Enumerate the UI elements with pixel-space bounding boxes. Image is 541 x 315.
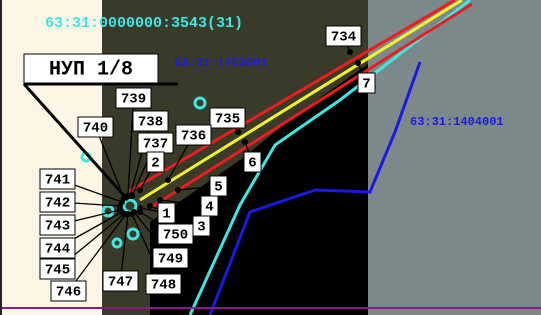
point-label: 6 <box>248 156 256 172</box>
cadastral-label: 63:31:0000000:3543(31) <box>45 15 243 32</box>
point-label: 746 <box>56 285 81 301</box>
point-label: 741 <box>45 173 70 189</box>
point-label: 7 <box>362 77 370 93</box>
point-label: 737 <box>143 137 168 153</box>
satellite-area <box>368 0 541 315</box>
point-label: 736 <box>181 129 206 145</box>
point <box>175 187 181 193</box>
point <box>157 197 163 203</box>
map-view: 734 7 739 738 737 735 736 740 2 6 543 1 750 741 742 743… <box>0 0 541 315</box>
point <box>137 209 143 215</box>
point-label: 4 <box>205 200 213 216</box>
point-label: 735 <box>215 112 240 128</box>
point-label: 734 <box>331 30 356 46</box>
point-label: 749 <box>158 252 183 268</box>
point <box>347 49 353 55</box>
point-label: 748 <box>151 278 176 294</box>
point-label: 744 <box>45 242 70 258</box>
point <box>165 177 171 183</box>
point-label: 747 <box>108 275 133 291</box>
point <box>137 187 143 193</box>
point-label: 743 <box>45 219 70 235</box>
cadastral-label: 63:31:1403001 <box>174 56 268 70</box>
point-label: 5 <box>214 180 222 196</box>
point-label: 740 <box>83 121 108 137</box>
point <box>147 203 153 209</box>
title: НУП 1/8 <box>49 58 133 81</box>
point <box>131 209 137 215</box>
point-label: 738 <box>138 115 163 131</box>
point <box>242 139 248 145</box>
point <box>129 193 135 199</box>
point-label: 739 <box>121 92 146 108</box>
point-label: 750 <box>163 228 188 244</box>
cadastral-label: 63:31:1404001 <box>410 115 504 129</box>
point-label: 2 <box>151 156 159 172</box>
point-label: 3 <box>197 220 205 236</box>
point-label: 742 <box>45 196 70 212</box>
point-label: 745 <box>45 263 70 279</box>
point-label: 1 <box>162 207 170 223</box>
point <box>235 129 241 135</box>
point <box>355 60 361 66</box>
